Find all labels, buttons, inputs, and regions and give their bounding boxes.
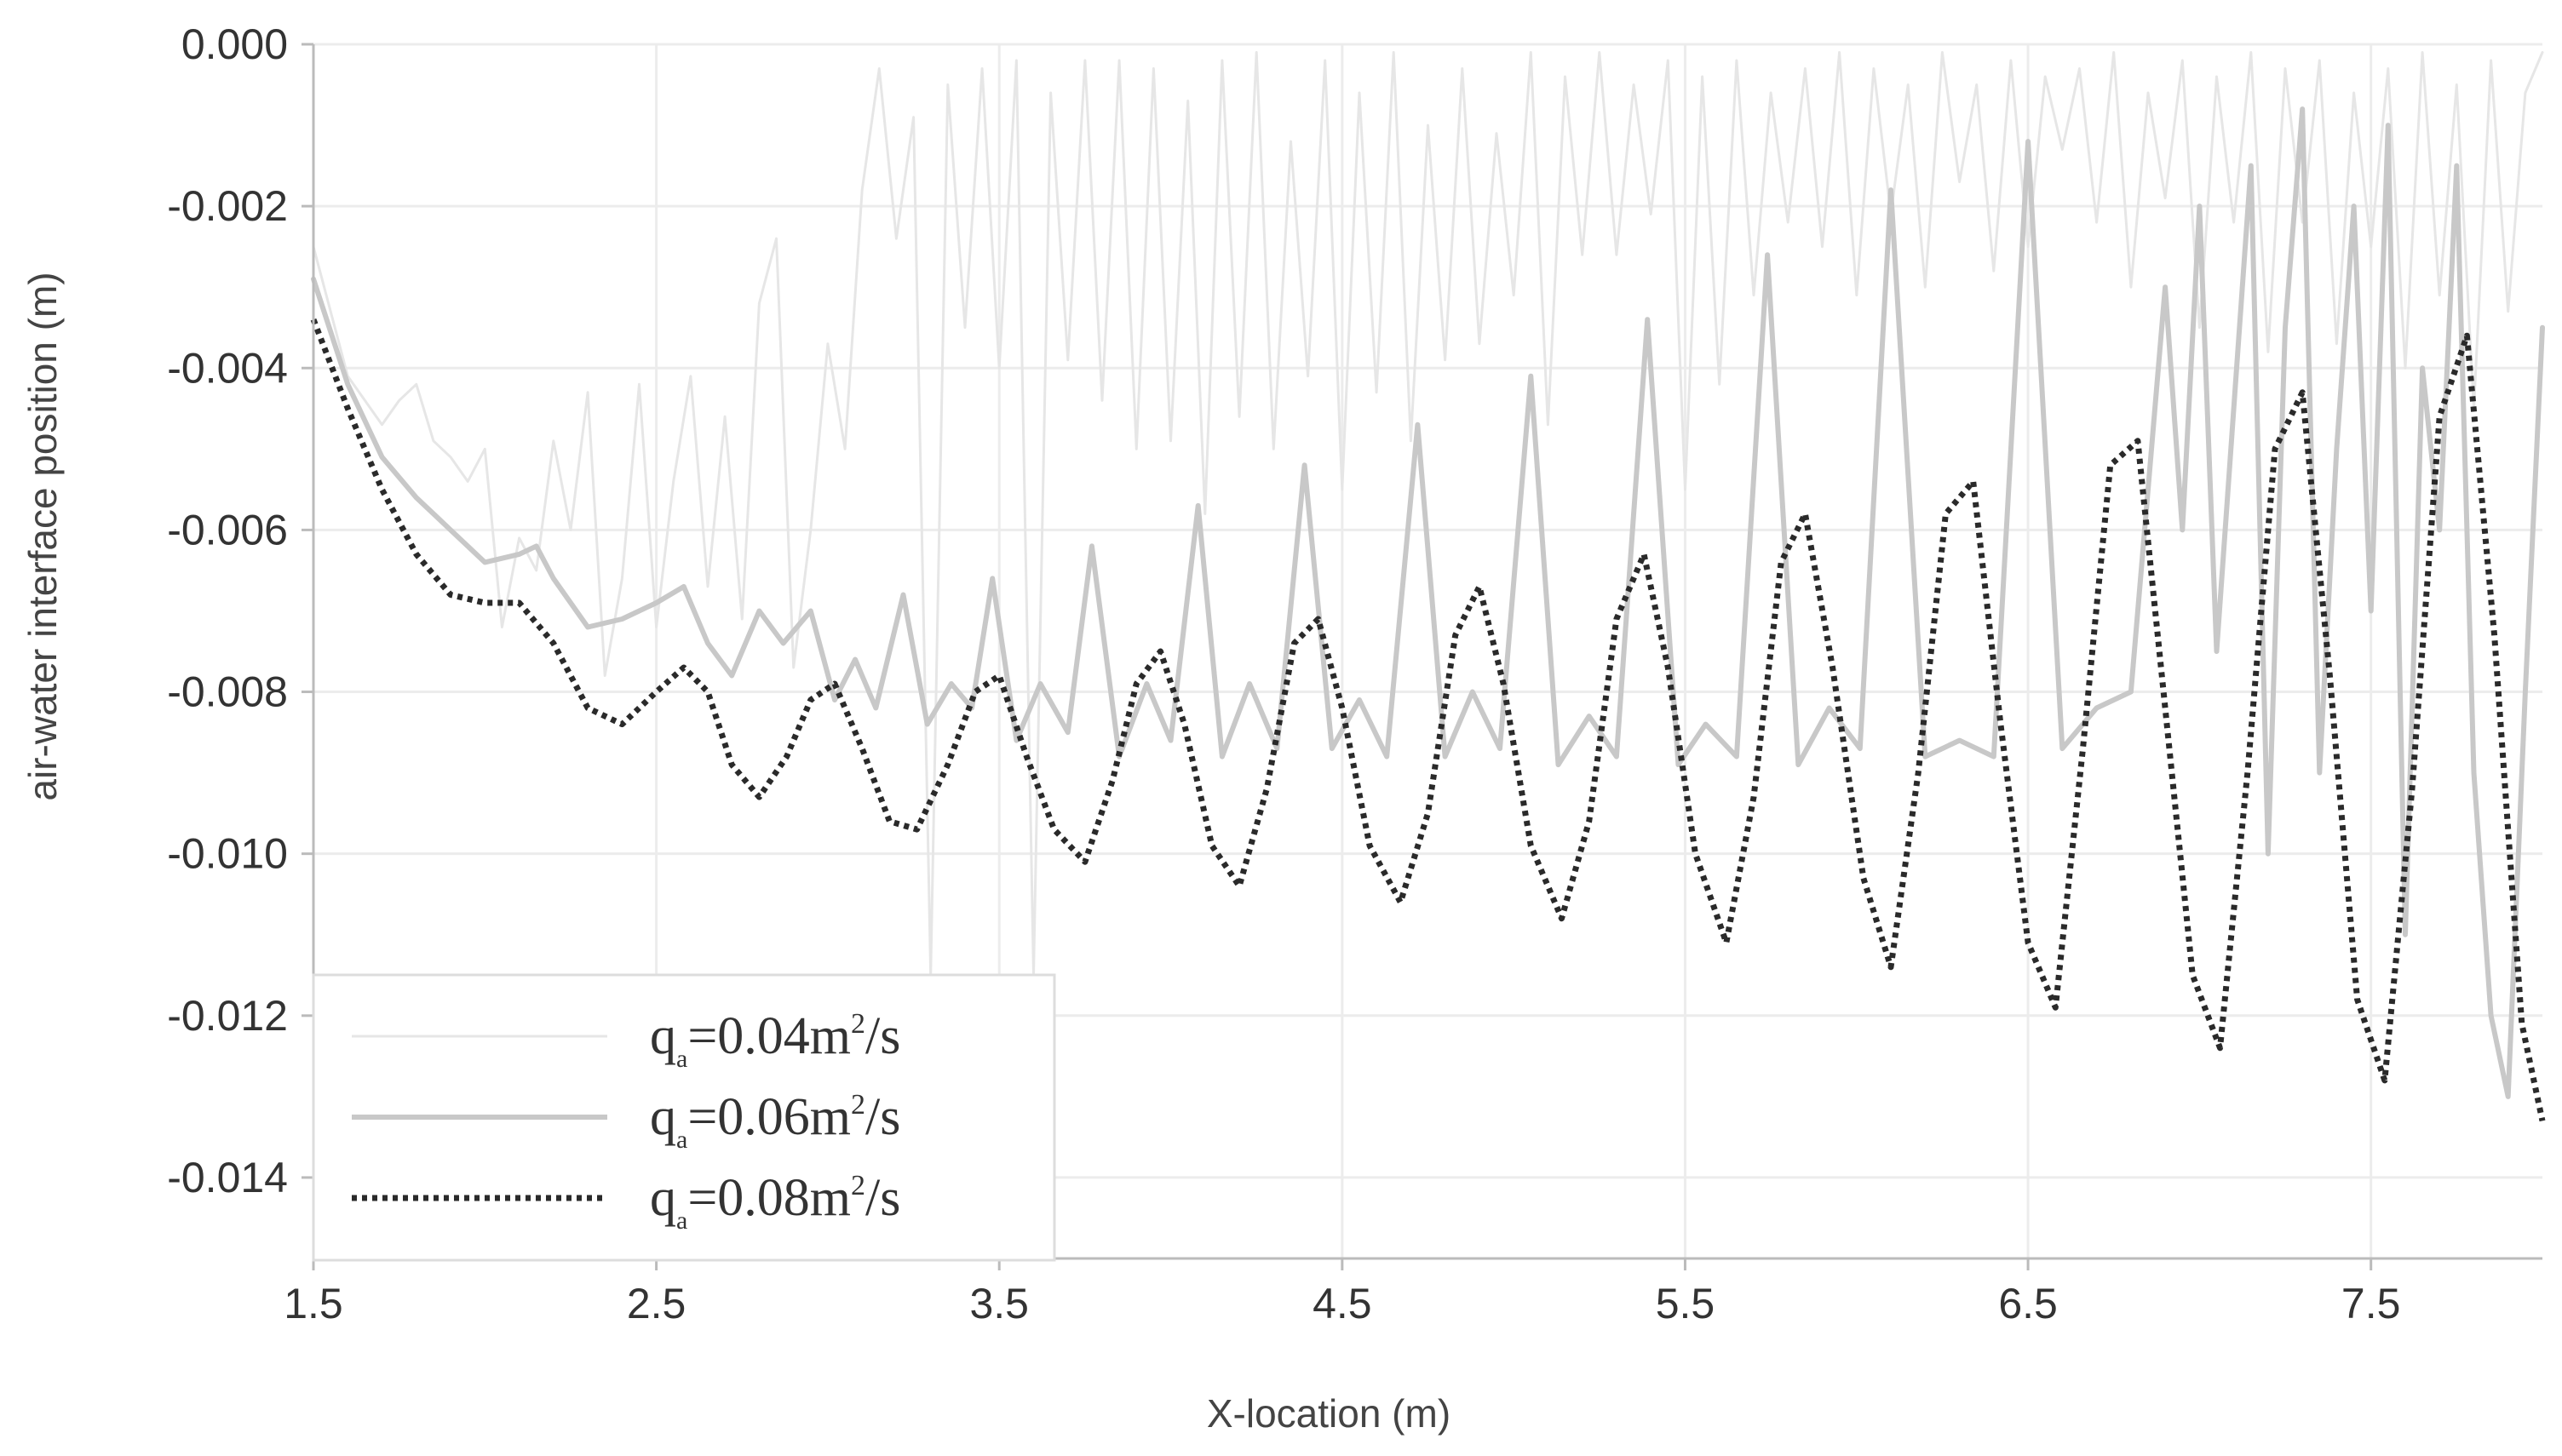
- legend-label-1: qa=0.04m2/s: [650, 1007, 900, 1073]
- y-axis-title: air-water interface position (m): [20, 272, 65, 800]
- y-tick-label: -0.006: [167, 506, 288, 553]
- x-tick-label: 2.5: [627, 1280, 686, 1327]
- legend-label-2: qa=0.06m2/s: [650, 1088, 900, 1154]
- series-line-1: [312, 51, 2544, 977]
- legend-base: q: [650, 1169, 676, 1227]
- legend-unit: /s: [865, 1169, 900, 1227]
- x-axis-title: X-location (m): [1207, 1391, 1450, 1436]
- legend-sub: a: [676, 1207, 687, 1235]
- legend-base: q: [650, 1088, 676, 1146]
- series-lines: [310, 51, 2546, 1122]
- y-tick-label: -0.014: [167, 1154, 288, 1201]
- legend-unit: /s: [865, 1088, 900, 1146]
- legend-value: =0.04m: [687, 1007, 851, 1065]
- series-line-2: [311, 106, 2545, 1099]
- legend-base: q: [650, 1007, 676, 1065]
- x-tick-label: 1.5: [284, 1280, 343, 1327]
- x-tick-label: 5.5: [1656, 1280, 1715, 1327]
- y-tick-label: -0.002: [167, 182, 288, 230]
- y-tick-label: -0.010: [167, 830, 288, 878]
- x-tick-label: 6.5: [1998, 1280, 2058, 1327]
- y-tick-label: 0.000: [181, 20, 288, 68]
- x-tick-label: 3.5: [969, 1280, 1029, 1327]
- legend: qa=0.04m2/sqa=0.06m2/sqa=0.08m2/s: [312, 973, 1056, 1262]
- legend-sub: a: [676, 1045, 687, 1073]
- y-tick-label: -0.008: [167, 668, 288, 716]
- x-tick-label: 4.5: [1313, 1280, 1372, 1327]
- x-tick-labels: 1.5 2.5 3.5 4.5 5.5 6.5 7.5: [284, 1280, 2400, 1327]
- legend-sup: 2: [851, 1170, 865, 1201]
- legend-label-3: qa=0.08m2/s: [650, 1169, 900, 1235]
- series-line-3: [310, 318, 2546, 1122]
- y-tick-labels: 0.000 -0.002 -0.004 -0.006 -0.008 -0.010 -0.01…: [167, 20, 288, 1201]
- legend-value: =0.08m: [687, 1169, 851, 1227]
- legend-unit: /s: [865, 1007, 900, 1065]
- legend-sub: a: [676, 1126, 687, 1154]
- legend-sup: 2: [851, 1008, 865, 1040]
- legend-value: =0.06m: [687, 1088, 851, 1146]
- y-tick-label: -0.012: [167, 992, 288, 1040]
- y-tick-label: -0.004: [167, 344, 288, 392]
- x-tick-label: 7.5: [2341, 1280, 2401, 1327]
- legend-sup: 2: [851, 1089, 865, 1121]
